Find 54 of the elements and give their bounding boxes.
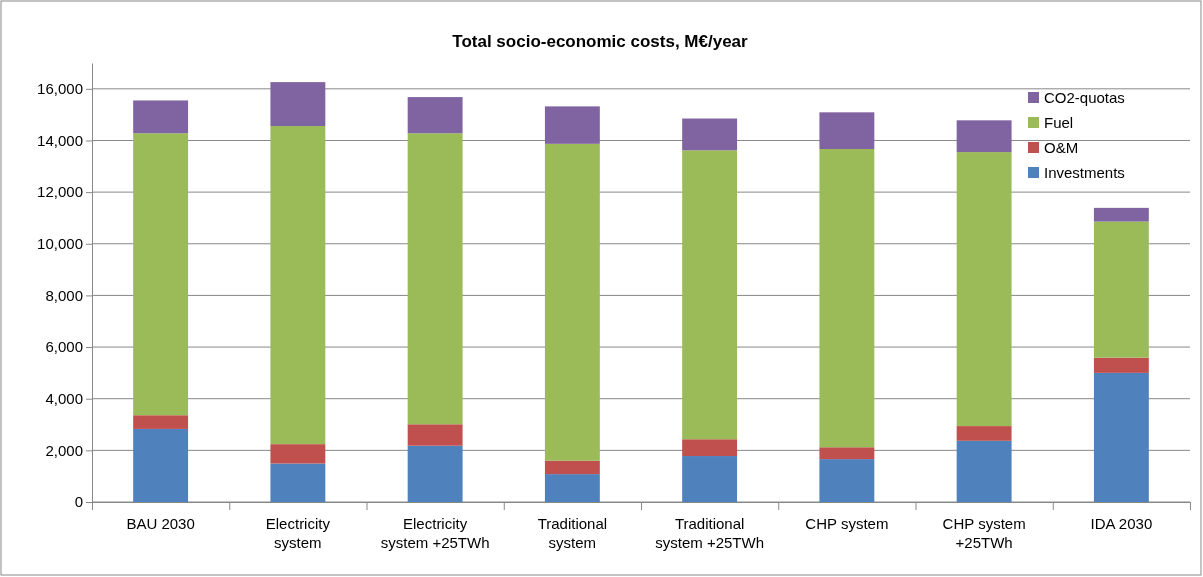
bar — [956, 440, 1012, 502]
y-tick-label: 8,000 — [45, 286, 83, 304]
bar — [270, 82, 326, 127]
bar — [544, 460, 600, 475]
x-tick-label: Electricity system — [265, 515, 331, 551]
bar — [407, 445, 463, 502]
bar — [544, 143, 600, 461]
legend-label: Investments — [1044, 164, 1125, 181]
bar — [956, 120, 1012, 153]
x-tick-label: BAU 2030 — [126, 515, 195, 532]
bar — [682, 456, 738, 502]
legend-label: O&M — [1044, 139, 1079, 156]
bar — [133, 133, 189, 416]
bar — [819, 459, 875, 502]
bar — [1093, 357, 1149, 373]
bar — [270, 463, 326, 502]
bar — [407, 133, 463, 425]
x-tick-label: CHP system +25TWh — [942, 515, 1026, 551]
y-tick-label: 16,000 — [37, 80, 83, 98]
x-tick-label: Traditional system — [537, 515, 608, 551]
bar — [133, 428, 189, 502]
legend-label: Fuel — [1044, 114, 1074, 131]
bar — [819, 447, 875, 460]
x-tick-label: CHP system — [805, 515, 889, 532]
x-tick-label: Traditional system +25TWh — [655, 515, 765, 551]
bar — [544, 106, 600, 144]
bar — [682, 118, 738, 151]
bar — [1093, 372, 1149, 502]
legend-label: CO2-quotas — [1044, 89, 1125, 106]
bar — [1093, 221, 1149, 358]
bar — [1093, 207, 1149, 222]
y-tick-label: 4,000 — [45, 390, 83, 408]
bar — [407, 97, 463, 134]
bar — [270, 444, 326, 464]
bar — [682, 150, 738, 440]
x-tick-label: Electricity system +25TWh — [380, 515, 490, 551]
bar — [682, 439, 738, 457]
bar — [819, 112, 875, 149]
bar — [956, 152, 1012, 427]
x-tick-label: IDA 2030 — [1090, 515, 1153, 532]
y-tick-label: 14,000 — [37, 131, 83, 149]
bar — [544, 474, 600, 502]
y-tick-label: 2,000 — [45, 441, 83, 459]
y-tick-label: 6,000 — [45, 338, 83, 356]
bar — [133, 415, 189, 429]
bar — [819, 148, 875, 448]
y-tick-label: 12,000 — [37, 183, 83, 201]
bar — [407, 424, 463, 446]
y-tick-label: 0 — [74, 493, 83, 511]
y-tick-label: 10,000 — [37, 235, 83, 253]
bar — [956, 426, 1012, 441]
bar — [133, 100, 189, 134]
chart-title: Total socio-economic costs, M€/year — [452, 32, 749, 51]
bar — [270, 126, 326, 445]
